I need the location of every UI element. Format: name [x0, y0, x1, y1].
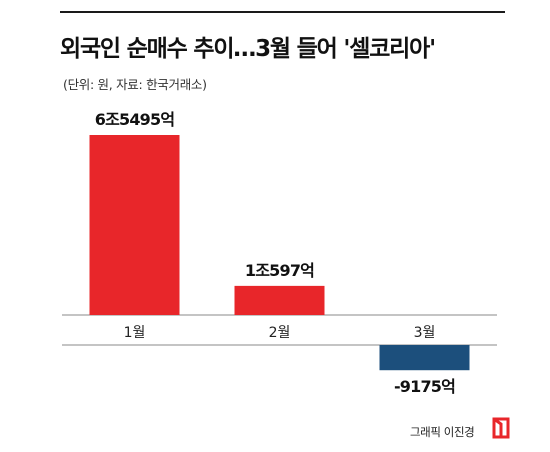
- data-label-3: -9175억: [394, 377, 455, 396]
- x-tick-label-2: 2월: [269, 325, 291, 341]
- data-label-2: 1조597억: [245, 261, 314, 280]
- data-label-1: 6조5495억: [95, 110, 175, 129]
- publisher-logo-icon: [492, 417, 510, 439]
- x-tick-label-1: 1월: [124, 325, 146, 341]
- bar-1: [89, 135, 180, 315]
- top-rule: [60, 11, 505, 13]
- x-tick-label-3: 3월: [414, 325, 436, 341]
- bar-3: [379, 345, 470, 371]
- graphic-credit: 그래픽 이진경: [410, 425, 475, 439]
- chart-title: 외국인 순매수 추이…3월 들어 '셀코리아': [60, 36, 436, 62]
- chart-subtitle: (단위: 원, 자료: 한국거래소): [63, 77, 207, 92]
- bar-2: [234, 285, 325, 315]
